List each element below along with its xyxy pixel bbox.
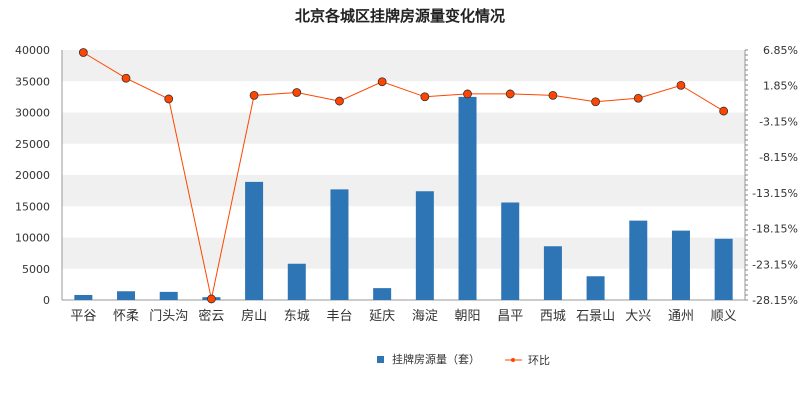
x-tick-label: 门头沟: [149, 309, 188, 324]
line-path: [83, 52, 724, 300]
line-point: [633, 93, 643, 103]
legend-line-label: 环比: [528, 354, 550, 367]
y-right-tick-label: -13.15%: [752, 187, 798, 200]
bar: [543, 246, 562, 300]
y-axis-labels: 0 5000 10000 15000 20000 25000 30000 35000 40000…: [15, 44, 798, 307]
x-tick-label: 丰台: [326, 309, 352, 324]
line-series: [78, 48, 729, 304]
bar: [330, 189, 349, 300]
grid-band: [62, 50, 745, 82]
legend: 挂牌房源量（套） 环比: [377, 352, 550, 367]
y-left-tick-label: 30000: [15, 107, 50, 120]
bar: [501, 202, 520, 300]
x-tick-label: 延庆: [369, 309, 395, 324]
x-tick-label: 海淀: [412, 309, 438, 324]
line-point: [335, 96, 344, 106]
line-point: [377, 77, 387, 87]
line-point: [121, 73, 131, 83]
bar: [373, 288, 392, 300]
y-right-tick-label: 6.85%: [763, 44, 798, 57]
line-point: [78, 48, 88, 57]
chart-title: 北京各城区挂牌房源量变化情况: [295, 7, 505, 25]
line-point: [420, 92, 430, 102]
y-left-tick-label: 25000: [15, 138, 50, 151]
legend-bar-label: 挂牌房源量（套）: [392, 352, 480, 366]
y-left-tick-label: 40000: [15, 44, 50, 57]
x-tick-label: 顺义: [711, 309, 737, 324]
bar: [415, 191, 434, 300]
y-right-tick-label: -28.15%: [752, 294, 798, 307]
grid-band: [62, 112, 745, 144]
bar: [629, 220, 648, 300]
y-right-tick-label: -3.15%: [759, 115, 798, 128]
bar: [117, 291, 136, 300]
line-point: [505, 89, 515, 99]
y-left-tick-label: 15000: [15, 200, 50, 213]
line-point: [548, 90, 558, 100]
bar: [159, 291, 178, 300]
y-left-tick-label: 10000: [15, 232, 50, 245]
x-tick-label: 平谷: [70, 309, 96, 324]
line-point: [164, 94, 174, 104]
line-point: [463, 89, 472, 99]
line-point: [292, 88, 302, 97]
bar: [714, 238, 733, 300]
bar-series: [74, 96, 733, 300]
x-tick-label: 怀柔: [113, 309, 139, 324]
x-tick-label: 西城: [540, 309, 566, 324]
y-right-tick-label: 1.85%: [763, 80, 798, 93]
bar: [287, 263, 306, 300]
line-point: [676, 80, 686, 90]
y-right-tick-label: -8.15%: [759, 151, 798, 164]
x-tick-label: 大兴: [625, 309, 651, 324]
y-left-tick-label: 5000: [22, 263, 50, 276]
x-tick-label: 东城: [284, 309, 310, 324]
bar: [74, 295, 93, 300]
legend-bar-swatch: [377, 356, 384, 363]
y-left-tick-label: 35000: [15, 75, 50, 88]
x-tick-label: 通州: [668, 309, 694, 324]
bar: [458, 96, 477, 300]
line-point: [207, 294, 216, 304]
x-tick-label: 石景山: [576, 309, 615, 324]
x-tick-label: 昌平: [497, 309, 523, 324]
x-tick-label: 朝阳: [455, 309, 481, 324]
bar: [671, 230, 690, 300]
y-right-tick-label: -18.15%: [752, 223, 798, 236]
line-point: [719, 106, 729, 116]
line-point: [249, 90, 259, 100]
y-left-tick-label: 0: [43, 294, 50, 307]
bar: [586, 276, 605, 300]
bar: [245, 181, 264, 300]
line-point: [591, 97, 600, 107]
x-tick-label: 密云: [198, 308, 224, 324]
y-right-tick-label: -23.15%: [752, 258, 798, 271]
grid-band: [62, 175, 745, 207]
y-left-tick-label: 20000: [15, 169, 50, 182]
legend-line-marker: [511, 358, 515, 362]
x-tick-label: 房山: [241, 308, 267, 324]
x-axis-labels: 平谷 怀柔 门头沟 密云 房山 东城 丰台 延庆 海淀 朝阳 昌平 西城 石景山 大兴 通州 顺义: [70, 308, 736, 324]
